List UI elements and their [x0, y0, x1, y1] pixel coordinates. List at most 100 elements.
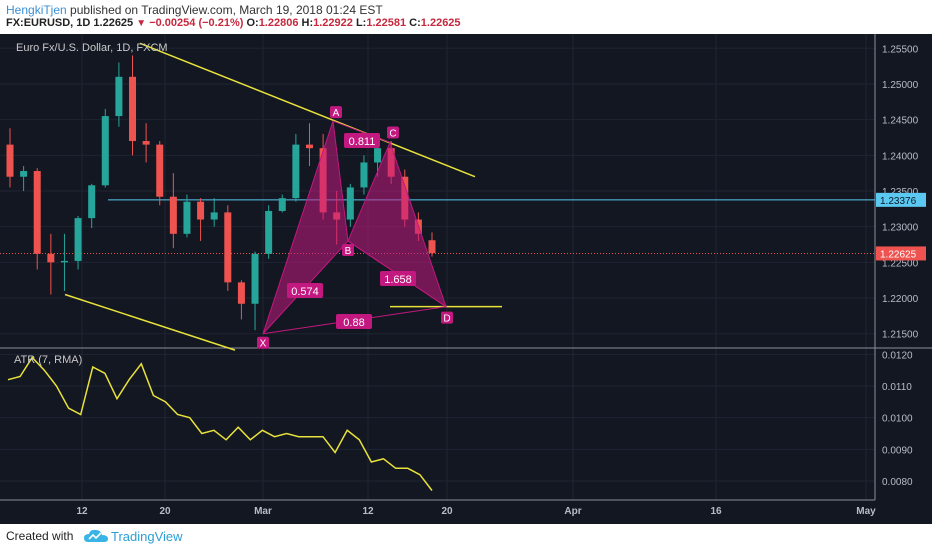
pattern-point-label: A: [333, 108, 340, 119]
atr-axis-label: 0.0110: [882, 382, 912, 393]
price-axis-label: 1.24500: [882, 116, 919, 127]
candle-body: [33, 171, 41, 254]
lower-trendline: [64, 293, 236, 351]
candle-body: [169, 196, 177, 234]
chart-symbol-label: Euro Fx/U.S. Dollar, 1D, FXCM: [16, 42, 168, 54]
candle-body: [360, 162, 368, 188]
high-value: 1.22922: [313, 17, 353, 29]
atr-axis-label: 0.0100: [882, 414, 913, 425]
low-label: L:: [355, 17, 367, 29]
footer: Created with TradingView: [0, 524, 932, 550]
candle-body: [197, 201, 205, 220]
candle-body: [346, 187, 354, 220]
pattern-point-badge: [330, 106, 342, 119]
candle-body: [129, 76, 137, 142]
price-axis-label: 1.24000: [882, 151, 919, 162]
candle-body: [20, 171, 28, 177]
price-axis-label: 1.25000: [882, 80, 919, 91]
candle-body: [6, 144, 14, 177]
pattern-point-label: D: [443, 314, 450, 325]
pattern-ratio-badge: [287, 283, 323, 298]
time-axis-label: 12: [362, 506, 374, 517]
pattern-triangle-xab: [262, 120, 349, 335]
current-price-tag: [876, 246, 926, 261]
candle-body: [60, 260, 68, 263]
time-axis-label: Apr: [564, 506, 581, 517]
created-with-text: Created with: [6, 529, 74, 543]
pattern-ac-line: [332, 120, 391, 143]
author-link[interactable]: HengkiTjen: [6, 3, 67, 17]
atr-axis-label: 0.0090: [882, 445, 913, 456]
pattern-point-label: B: [345, 246, 352, 257]
chart-canvas[interactable]: 1.25500 1.25000 1.24500 1.24000 1.23500 1.230…: [0, 34, 932, 524]
candle-body: [183, 201, 191, 234]
time-axis-label: 16: [710, 506, 722, 517]
last-price: 1.22625: [93, 17, 134, 29]
atr-axis-label: 0.0120: [882, 350, 913, 361]
price-axis-label: 1.22500: [882, 258, 919, 269]
close-label: C:: [409, 17, 421, 29]
price-change: −0.00254 (−0.21%): [149, 17, 244, 29]
time-axis-label: Mar: [254, 506, 272, 517]
candle-body: [292, 144, 300, 199]
price-line-tag: [876, 192, 926, 207]
candle-body: [142, 141, 150, 145]
publish-line: HengkiTjen published on TradingView.com,…: [6, 3, 383, 17]
candle-body: [428, 240, 436, 254]
down-arrow-icon: ▼: [136, 18, 147, 29]
chart-header: HengkiTjen published on TradingView.com,…: [0, 0, 932, 34]
candle-body: [88, 185, 96, 219]
upper-trendline: [139, 42, 476, 178]
time-axis-label: 20: [441, 506, 453, 517]
atr-line: [7, 356, 433, 491]
pattern-ratio-label: 0.811: [349, 136, 376, 148]
symbol-label: FX:EURUSD, 1D: [6, 17, 91, 29]
candle-body: [374, 148, 382, 163]
candle-body: [115, 76, 123, 117]
candle-body: [224, 212, 232, 283]
open-value: 1.22806: [258, 17, 299, 29]
pattern-ratio-label: 1.658: [384, 274, 412, 286]
candle-body: [210, 212, 218, 220]
close-value: 1.22625: [420, 17, 461, 29]
price-axis-label: 1.21500: [882, 330, 919, 341]
candle-body: [305, 144, 313, 149]
atr-axis-label: 0.0080: [882, 477, 913, 488]
ohlc-line: FX:EURUSD, 1D 1.22625 ▼ −0.00254 (−0.21%…: [6, 17, 461, 29]
low-value: 1.22581: [366, 17, 407, 29]
pattern-point-badge: [342, 243, 354, 256]
candle-body: [251, 253, 259, 304]
pattern-ratio-label: 0.574: [291, 286, 319, 298]
pattern-ratio-badge: [344, 133, 380, 148]
tradingview-brand[interactable]: TradingView: [111, 529, 183, 544]
price-axis-label: 1.22000: [882, 294, 919, 305]
chart-area[interactable]: 1.25500 1.25000 1.24500 1.24000 1.23500 1.230…: [0, 34, 932, 524]
candle-body: [101, 116, 109, 186]
current-price-value: 1.22625: [880, 249, 917, 260]
candle-body: [278, 198, 286, 211]
pattern-point-label: X: [260, 339, 267, 350]
open-label: O:: [246, 17, 259, 29]
pattern-ratio-badge: [380, 271, 416, 286]
candle-body: [156, 144, 164, 197]
price-line-value: 1.23376: [880, 196, 917, 207]
pattern-point-badge: [441, 311, 453, 324]
price-axis-label: 1.25500: [882, 44, 919, 55]
time-axis-label: 20: [159, 506, 171, 517]
atr-indicator-label[interactable]: ATR (7, RMA): [14, 354, 83, 366]
pattern-ratio-label: 0.88: [343, 317, 364, 329]
candle-body: [47, 253, 55, 263]
pattern-point-label: C: [389, 128, 396, 139]
pattern-ratio-badge: [336, 314, 372, 329]
candle-body: [265, 210, 273, 254]
price-axis-label: 1.23000: [882, 223, 919, 234]
time-axis-label: 12: [76, 506, 88, 517]
tradingview-cloud-icon: [84, 529, 108, 548]
pattern-point-badge: [257, 336, 269, 349]
publish-info: published on TradingView.com, March 19, …: [70, 3, 383, 17]
price-axis-label: 1.23500: [882, 187, 919, 198]
candle-body: [237, 282, 245, 304]
candle-body: [74, 218, 82, 261]
pattern-point-badge: [387, 126, 399, 139]
high-label: H:: [301, 17, 314, 29]
